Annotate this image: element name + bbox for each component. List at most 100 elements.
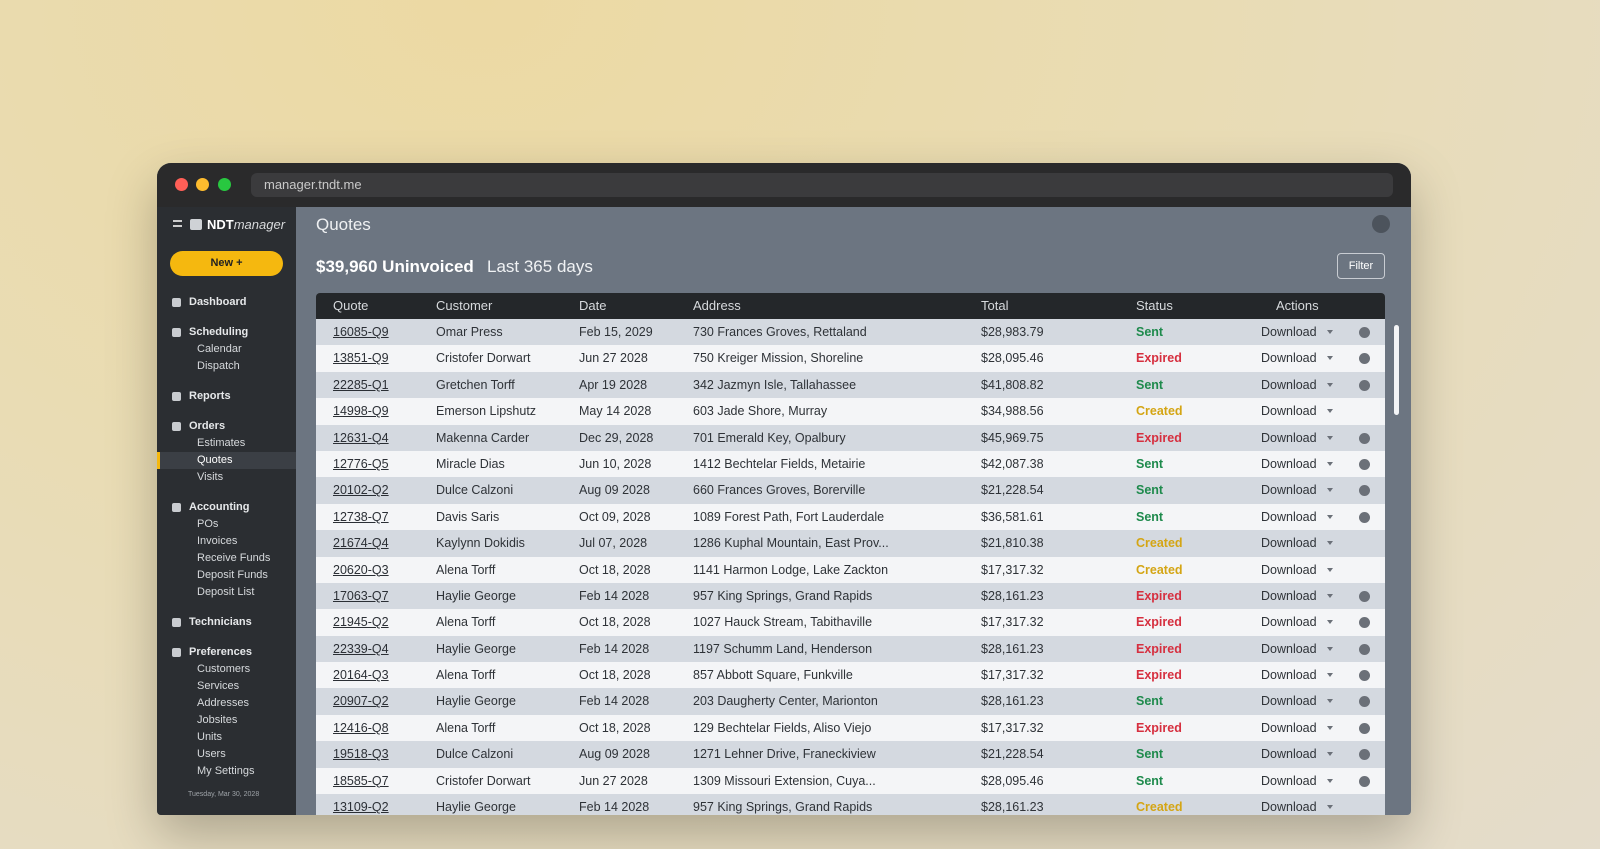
quote-link[interactable]: 12631-Q4 — [333, 430, 389, 445]
column-header[interactable]: Quote — [333, 298, 369, 313]
nav-link[interactable]: Accounting — [157, 499, 296, 516]
nav-sub-link[interactable]: Services — [197, 680, 240, 692]
sidebar: NDTmanager New + Dashboard Scheduling Cale… — [157, 207, 296, 815]
quote-link[interactable]: 13109-Q2 — [333, 800, 389, 815]
info-icon[interactable] — [1359, 511, 1370, 523]
quote-link[interactable]: 13851-Q9 — [333, 351, 389, 366]
address: 342 Jazmyn Isle, Tallahassee — [693, 377, 857, 392]
quote-link[interactable]: 14998-Q9 — [333, 404, 389, 419]
column-header[interactable]: Total — [981, 298, 1009, 313]
nav-sub-link[interactable]: Deposit List — [197, 586, 255, 598]
status: Created — [1136, 536, 1183, 551]
column-header[interactable]: Date — [579, 298, 607, 313]
download-menu[interactable]: Download — [1261, 615, 1317, 630]
nav-sub-link[interactable]: Calendar — [197, 343, 242, 355]
quote-link[interactable]: 16085-Q9 — [333, 325, 389, 339]
close-button[interactable] — [175, 178, 188, 191]
filter-button[interactable]: Filter — [1337, 253, 1385, 279]
download-menu[interactable]: Download — [1261, 694, 1317, 709]
quote-link[interactable]: 20620-Q3 — [333, 562, 389, 577]
info-icon[interactable] — [1359, 327, 1370, 338]
download-menu[interactable]: Download — [1261, 562, 1317, 577]
download-menu[interactable]: Download — [1261, 536, 1317, 551]
download-menu[interactable]: Download — [1261, 509, 1317, 524]
quote-link[interactable]: 21945-Q2 — [333, 615, 389, 630]
download-menu[interactable]: Download — [1261, 668, 1317, 683]
nav-link[interactable]: Orders — [157, 418, 296, 435]
menu-icon[interactable] — [173, 220, 182, 227]
download-menu[interactable]: Download — [1261, 456, 1317, 471]
quote-link[interactable]: 20102-Q2 — [333, 483, 389, 498]
quote-link[interactable]: 12738-Q7 — [333, 509, 389, 524]
info-icon[interactable] — [1359, 590, 1370, 602]
customer: Alena Torff — [436, 562, 496, 577]
address-bar[interactable]: manager.tndt.me — [251, 173, 1393, 197]
quote-link[interactable]: 22339-Q4 — [333, 641, 389, 656]
nav-link[interactable]: Preferences — [157, 644, 296, 661]
nav-sub-link[interactable]: Deposit Funds — [197, 569, 268, 581]
info-icon[interactable] — [1359, 643, 1370, 655]
info-icon[interactable] — [1359, 458, 1370, 470]
search-button[interactable] — [1372, 215, 1390, 233]
column-header[interactable]: Status — [1136, 298, 1173, 313]
nav-link[interactable]: Scheduling — [157, 324, 296, 341]
quote-link[interactable]: 20164-Q3 — [333, 668, 389, 683]
nav-sub-link[interactable]: Visits — [197, 471, 224, 483]
table-row: 22285-Q1 Gretchen Torff Apr 19 2028 342 Jaz… — [316, 371, 1385, 399]
scrollbar[interactable] — [1394, 325, 1399, 415]
nav-link[interactable]: Reports — [157, 388, 296, 405]
quote-link[interactable]: 22285-Q1 — [333, 377, 389, 392]
download-menu[interactable]: Download — [1261, 404, 1317, 419]
quote-link[interactable]: 12416-Q8 — [333, 720, 389, 735]
logo[interactable]: NDTmanager — [207, 217, 285, 232]
info-icon[interactable] — [1359, 617, 1370, 629]
download-menu[interactable]: Download — [1261, 483, 1317, 498]
nav-sub-link[interactable]: POs — [197, 518, 219, 530]
info-icon[interactable] — [1359, 722, 1370, 734]
nav-link[interactable]: Dashboard — [157, 294, 296, 311]
column-header[interactable]: Customer — [436, 298, 493, 313]
status: Sent — [1136, 325, 1164, 339]
download-menu[interactable]: Download — [1261, 351, 1317, 366]
download-menu[interactable]: Download — [1261, 325, 1317, 339]
download-menu[interactable]: Download — [1261, 747, 1317, 762]
column-header[interactable]: Address — [693, 298, 741, 313]
nav-sub-link[interactable]: Invoices — [197, 535, 238, 547]
nav-sub-link[interactable]: Users — [197, 748, 226, 760]
nav-sub-link[interactable]: Estimates — [197, 437, 246, 449]
nav-sub-link[interactable]: Dispatch — [197, 360, 240, 372]
quote-link[interactable]: 17063-Q7 — [333, 588, 389, 603]
info-icon[interactable] — [1359, 696, 1370, 708]
new-button[interactable]: New + — [170, 251, 283, 276]
info-icon[interactable] — [1359, 670, 1370, 682]
download-menu[interactable]: Download — [1261, 720, 1317, 735]
nav-sub-link[interactable]: Customers — [197, 663, 251, 675]
nav-sub-link[interactable]: Receive Funds — [197, 552, 271, 564]
info-icon[interactable] — [1359, 353, 1370, 365]
info-icon[interactable] — [1359, 432, 1370, 444]
date: Oct 09, 2028 — [579, 509, 651, 524]
nav-sub-link[interactable]: Addresses — [197, 697, 249, 709]
info-icon[interactable] — [1359, 485, 1370, 497]
nav-sub-link[interactable]: Quotes — [157, 452, 296, 469]
nav-sub-link[interactable]: Jobsites — [197, 714, 238, 726]
quote-link[interactable]: 19518-Q3 — [333, 747, 389, 762]
download-menu[interactable]: Download — [1261, 773, 1317, 788]
info-icon[interactable] — [1359, 775, 1370, 787]
nav-sub-link[interactable]: Units — [197, 731, 223, 743]
quote-link[interactable]: 18585-Q7 — [333, 773, 389, 788]
info-icon[interactable] — [1359, 749, 1370, 761]
minimize-button[interactable] — [196, 178, 209, 191]
info-icon[interactable] — [1359, 379, 1370, 391]
download-menu[interactable]: Download — [1261, 377, 1317, 392]
nav-sub-link[interactable]: My Settings — [197, 765, 255, 777]
download-menu[interactable]: Download — [1261, 588, 1317, 603]
quote-link[interactable]: 20907-Q2 — [333, 694, 389, 709]
quote-link[interactable]: 12776-Q5 — [333, 456, 389, 471]
maximize-button[interactable] — [218, 178, 231, 191]
nav-link[interactable]: Technicians — [157, 614, 296, 631]
download-menu[interactable]: Download — [1261, 430, 1317, 445]
quote-link[interactable]: 21674-Q4 — [333, 536, 389, 551]
download-menu[interactable]: Download — [1261, 800, 1317, 815]
download-menu[interactable]: Download — [1261, 641, 1317, 656]
